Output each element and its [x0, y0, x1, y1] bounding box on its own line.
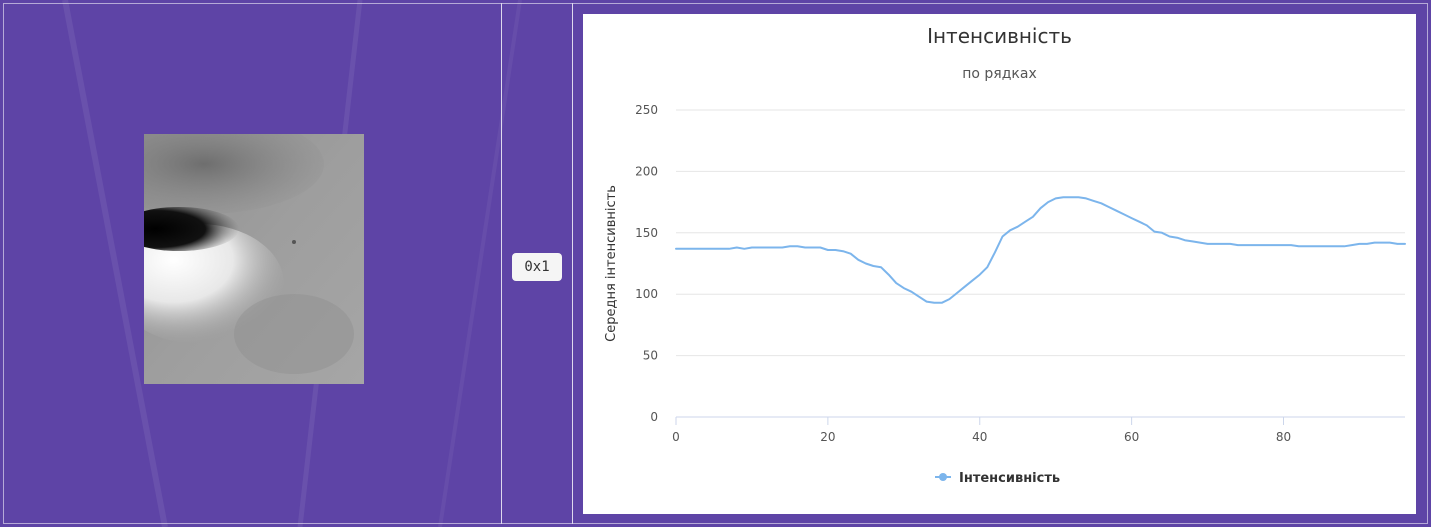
- legend-marker: [939, 473, 947, 481]
- y-tick-label: 200: [635, 164, 658, 178]
- x-tick-label: 40: [972, 430, 987, 444]
- chart-subtitle: по рядках: [962, 66, 1037, 82]
- y-tick-label: 0: [650, 410, 658, 424]
- y-tick-label: 50: [643, 349, 658, 363]
- coord-cell: 0x1: [501, 3, 573, 524]
- sample-image: [144, 134, 364, 384]
- x-tick-label: 60: [1124, 430, 1139, 444]
- y-tick-label: 100: [635, 287, 658, 301]
- coord-badge: 0x1: [512, 253, 562, 281]
- x-tick-label: 20: [820, 430, 835, 444]
- y-tick-label: 150: [635, 226, 658, 240]
- image-cell: [3, 3, 502, 524]
- chart-cell: 0 50 100 150 200 250 0 20 40 60 80 Середня інтенсив…: [572, 3, 1428, 524]
- x-tick-label: 0: [672, 430, 680, 444]
- legend-label: Інтенсивність: [959, 471, 1060, 486]
- x-tick-label: 80: [1276, 430, 1291, 444]
- chart-canvas: 0 50 100 150 200 250 0 20 40 60 80 Середня інтенсив…: [604, 103, 1406, 486]
- chart-title: Інтенсивність: [927, 24, 1072, 48]
- series-line: [675, 196, 1406, 304]
- intensity-chart: 0 50 100 150 200 250 0 20 40 60 80 Середня інтенсив…: [583, 14, 1416, 514]
- y-tick-label: 250: [635, 103, 658, 117]
- y-axis-title: Середня інтенсивність: [604, 185, 619, 342]
